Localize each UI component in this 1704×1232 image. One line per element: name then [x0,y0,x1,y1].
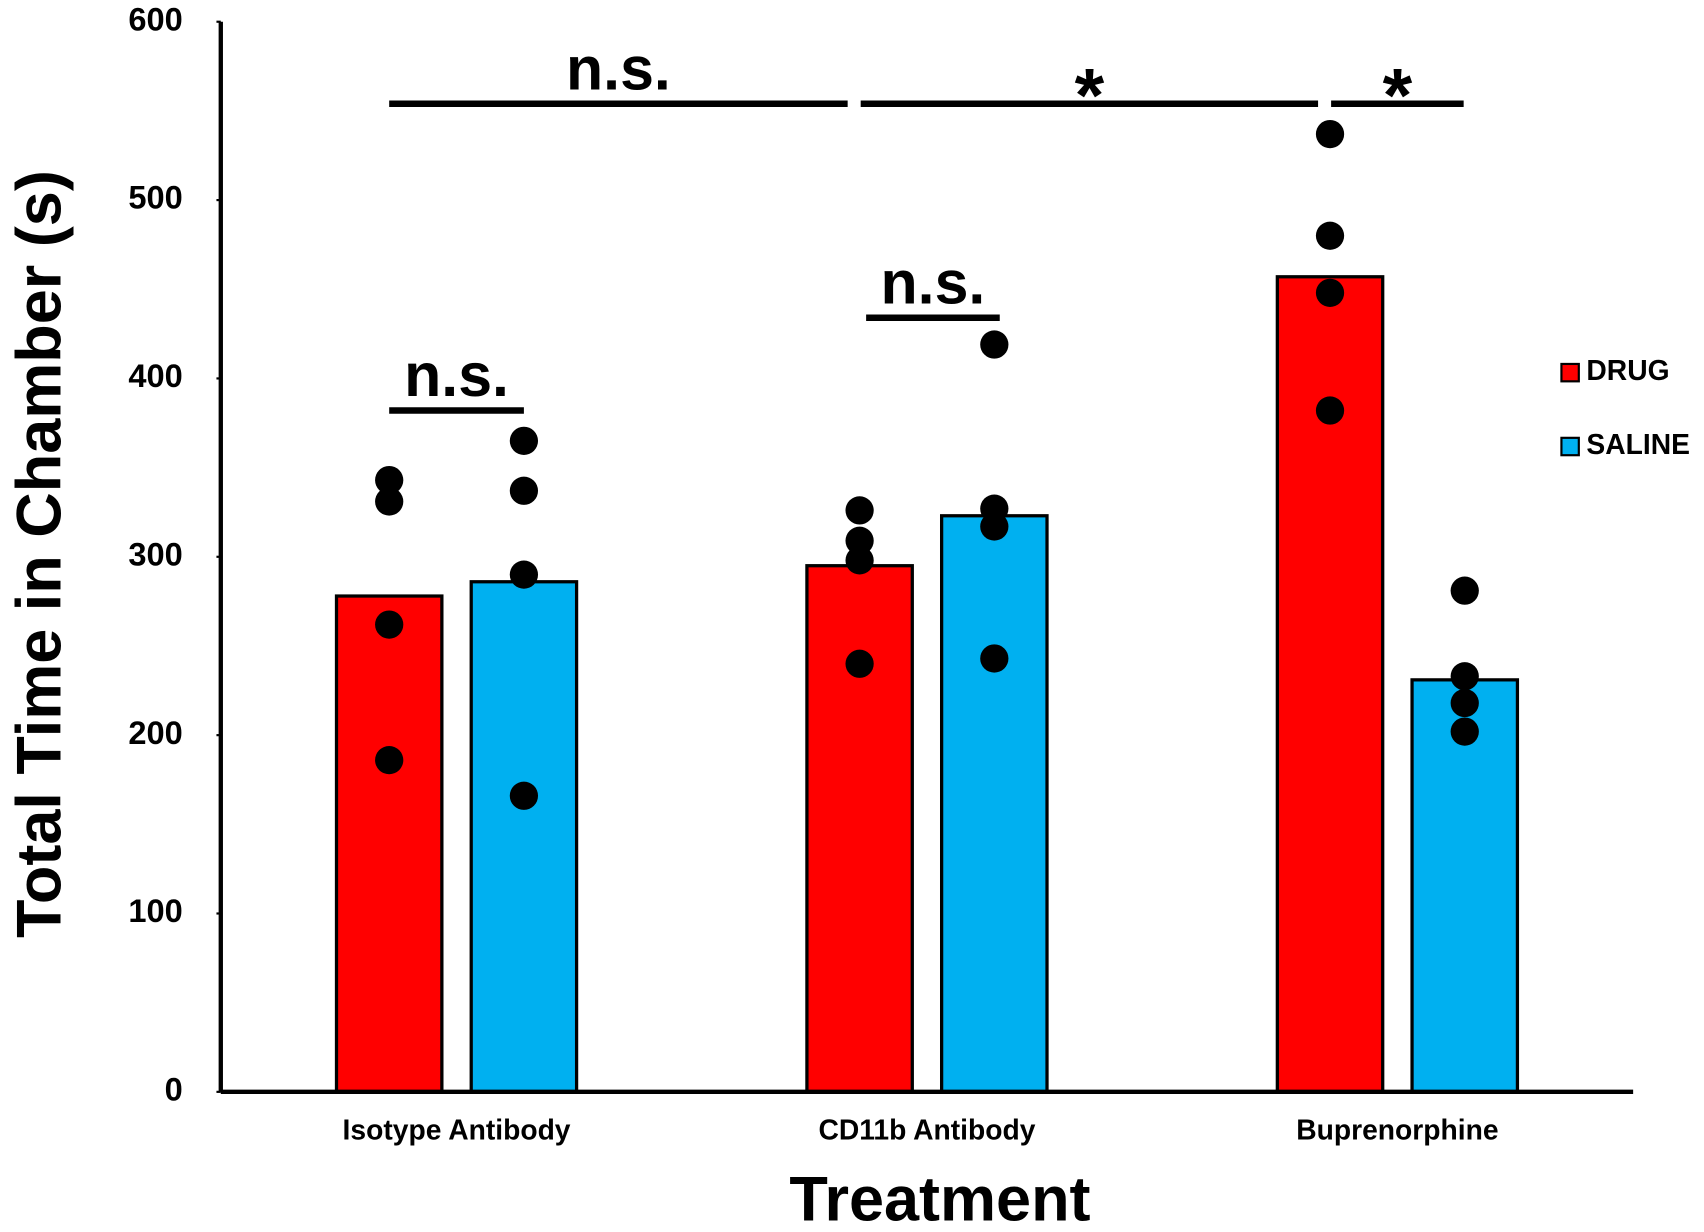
data-point [1450,662,1479,691]
data-point [375,610,404,639]
legend-swatch [1560,436,1580,457]
data-point [845,649,874,678]
data-point [845,526,874,555]
significance-label: n.s. [566,34,671,102]
x-tick-label: Isotype Antibody [343,1114,571,1146]
data-point [509,476,539,505]
data-point [845,546,874,575]
y-tick-label: 100 [128,892,182,929]
legend-label: SALINE [1586,428,1690,460]
significance-label: n.s. [881,248,986,316]
data-point [375,745,404,775]
data-point [1450,688,1479,718]
data-point [980,330,1009,359]
data-point [375,465,404,495]
bar [334,594,444,1094]
legend-swatch [1560,362,1580,383]
bar [469,580,579,1094]
significance-label: * [1383,54,1413,139]
data-point [1315,278,1345,307]
y-tick-label: 200 [128,714,182,751]
bar [939,514,1049,1094]
data-point [1315,396,1345,425]
data-point [375,487,404,516]
x-tick-label: Buprenorphine [1296,1114,1498,1146]
bar [1410,678,1520,1094]
y-tick-label: 400 [128,357,182,394]
data-point [509,560,539,589]
legend-label: DRUG [1586,354,1669,386]
significance-label: n.s. [404,341,509,409]
data-point [980,512,1009,541]
data-point [1450,717,1479,746]
x-axis-title: Treatment [789,1164,1090,1232]
significance-label: * [1075,54,1105,139]
data-point [509,781,539,810]
data-point [1315,119,1345,149]
data-point [509,426,539,455]
data-point [1450,576,1479,605]
data-point [1315,221,1345,250]
y-tick-label: 300 [128,535,182,572]
data-point [980,644,1009,673]
y-tick-label: 500 [128,179,182,216]
y-axis-title: Total Time in Chamber (s) [4,170,74,938]
y-tick-label: 0 [165,1070,183,1107]
x-tick-label: CD11b Antibody [818,1114,1035,1146]
bar [805,564,914,1094]
data-point [845,496,874,525]
y-tick-label: 600 [128,0,182,37]
